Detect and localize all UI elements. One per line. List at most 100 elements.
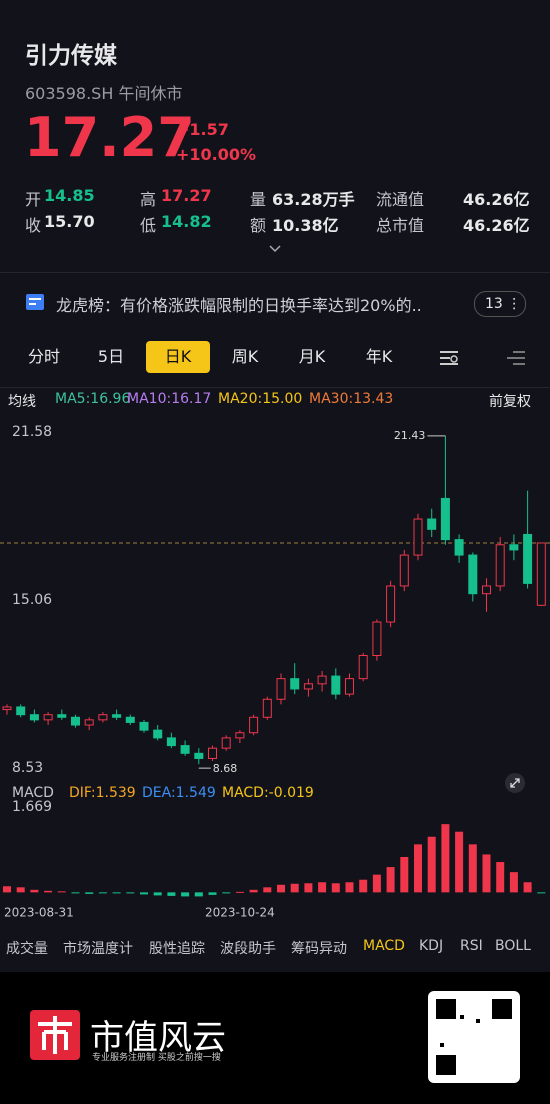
y-tick-label: 15.06	[12, 592, 52, 608]
macd-bar	[126, 892, 135, 894]
macd-bar	[537, 892, 546, 894]
macd-bar	[482, 854, 491, 893]
candle-body	[235, 732, 245, 739]
qr-module	[476, 1019, 480, 1023]
tab[interactable]: 分时	[27, 347, 60, 366]
change: +1.57	[176, 120, 229, 139]
y-tick-label: 8.53	[12, 760, 43, 776]
macd-bar	[509, 872, 518, 893]
qr-module	[444, 1059, 448, 1063]
macd-bar	[140, 892, 148, 895]
qr-module	[452, 999, 456, 1003]
indicator-tab[interactable]: RSI	[460, 938, 483, 954]
candle-body	[262, 698, 272, 718]
macd-bar	[153, 892, 162, 896]
qr-module	[440, 1059, 444, 1063]
candle-body	[482, 585, 491, 595]
macd-bar	[441, 824, 450, 893]
qr-module	[436, 1059, 440, 1063]
tab[interactable]: 5日	[97, 347, 125, 366]
stat-label: 总市值	[376, 216, 425, 235]
qr-module	[500, 1007, 504, 1011]
qr-module	[452, 1063, 456, 1067]
indicator-title: MACD	[12, 785, 54, 801]
macd-bar	[167, 892, 176, 896]
indicator-tab[interactable]: KDJ	[419, 938, 444, 954]
macd-bar	[400, 856, 409, 893]
qr-module	[444, 1067, 448, 1071]
stat-value: 14.85	[44, 186, 95, 205]
tab[interactable]: 月K	[298, 347, 326, 366]
tab[interactable]: 周K	[231, 347, 259, 366]
qr-module	[448, 1015, 452, 1019]
qr-module	[496, 999, 500, 1003]
menu-icon[interactable]	[505, 348, 527, 368]
chart: 21.58 15.06 8.53 2023-08-31 2023-10-24 21.43 8…	[0, 424, 550, 920]
macd-bar	[98, 892, 107, 894]
macd-bar	[44, 890, 53, 893]
qr-module	[460, 1015, 464, 1019]
candle-body	[440, 497, 450, 541]
macd-bar	[523, 882, 532, 893]
settings-icon[interactable]	[438, 348, 460, 368]
candle-body	[249, 716, 259, 734]
qr-module	[448, 999, 452, 1003]
stat-label: 收	[25, 216, 42, 235]
candle-body	[509, 544, 519, 551]
candle-body	[2, 706, 12, 711]
indicator-tab[interactable]: 筹码异动	[291, 941, 347, 957]
macd-legend: MACD:-0.019	[222, 785, 314, 801]
qr-module	[440, 999, 444, 1003]
tab[interactable]: 年K	[365, 347, 393, 366]
qr-module	[504, 1007, 508, 1011]
candle-body	[71, 716, 80, 726]
qr-module	[504, 1003, 508, 1007]
stat-label: 额	[250, 216, 267, 235]
candle-body	[276, 678, 286, 700]
qr-module	[508, 1007, 512, 1011]
ma-item: MA10:16.17	[127, 391, 212, 407]
qr-module	[500, 999, 504, 1003]
stat-value: 17.27	[161, 186, 212, 205]
macd-bar	[427, 836, 436, 893]
qr-module	[444, 1063, 448, 1067]
qr-module	[440, 1067, 444, 1071]
indicator-tab[interactable]: 波段助手	[220, 941, 276, 957]
ma-item: MA20:15.00	[218, 391, 303, 407]
notice-icon	[26, 294, 44, 310]
qr-module	[448, 1067, 452, 1071]
candle-body	[98, 714, 108, 721]
qr-module	[440, 1063, 444, 1067]
adjust[interactable]: 前复权	[489, 394, 531, 410]
indicator-tab[interactable]: 市场温度计	[63, 941, 133, 957]
candle-body	[303, 683, 313, 690]
candle-body	[139, 721, 149, 731]
candle-body	[16, 706, 26, 716]
qr-module	[448, 1055, 452, 1059]
indicator-tab[interactable]: BOLL	[495, 938, 531, 954]
macd-legend: DIF:1.539	[69, 785, 136, 801]
indicator-tab[interactable]: MACD	[363, 938, 405, 954]
macd-bar	[222, 892, 231, 894]
stat-label: 开	[25, 190, 42, 209]
candle-body	[208, 747, 217, 759]
candle-body	[413, 518, 423, 556]
notice-count[interactable]: 13 ⋮	[474, 291, 526, 317]
indicator-tab[interactable]: 股性追踪	[149, 941, 205, 957]
qr-module	[436, 1011, 440, 1015]
expand[interactable]	[268, 244, 282, 254]
candle-body	[345, 678, 354, 695]
fullscreen[interactable]	[504, 772, 526, 794]
qr-module	[448, 1007, 452, 1011]
qr-module	[452, 1055, 456, 1059]
x-tick-label: 2023-08-31	[4, 906, 74, 920]
tab[interactable]: 日K	[146, 341, 210, 373]
qr-module	[440, 1011, 444, 1015]
candle-body	[386, 585, 396, 623]
ma-item: MA5:16.96	[55, 391, 131, 407]
qr-module	[436, 1071, 440, 1075]
notice-text[interactable]: 龙虎榜：有价格涨跌幅限制的日换手率达到20%的..	[56, 296, 422, 315]
indicator-tab[interactable]: 成交量	[6, 941, 48, 957]
candle-body	[523, 533, 533, 584]
candle-body	[153, 729, 163, 739]
